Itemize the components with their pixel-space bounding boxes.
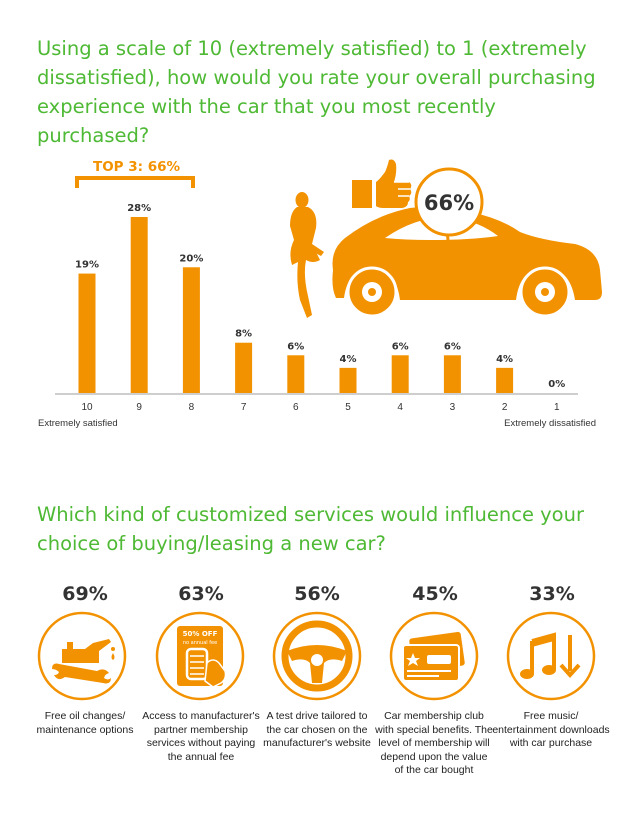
bar-4 [391, 355, 409, 393]
service-2-caption: Access to manufacturer's partner members… [142, 710, 260, 763]
x-tick-label: 9 [136, 402, 142, 413]
sports-car-icon [332, 206, 602, 318]
axis-left-label: Extremely satisfied [38, 418, 118, 429]
service-1-percent: 69% [62, 583, 108, 605]
thumbs-up-icon [352, 159, 412, 208]
bar-6 [287, 355, 305, 393]
bar-3 [443, 355, 461, 393]
service-5-percent: 33% [529, 583, 575, 605]
discount-badge-bottom: no annual fee [183, 640, 217, 646]
badge-value: 66% [424, 191, 474, 215]
music-download-icon [506, 611, 596, 701]
top3-label: TOP 3: 66% [93, 159, 181, 175]
axis-right-label: Extremely dissatisfied [504, 418, 596, 429]
x-tick-label: 2 [502, 402, 508, 413]
service-4-percent: 45% [412, 583, 458, 605]
oil-can-wrench-icon [37, 611, 127, 701]
bar-9 [130, 217, 148, 393]
discount-badge-top: 50% OFF [183, 630, 218, 638]
bar-value-label: 19% [75, 260, 99, 271]
bar-10 [78, 273, 96, 393]
service-4-caption: Car membership club with special benefit… [375, 710, 493, 776]
bar-value-label: 0% [548, 379, 565, 390]
bar-value-label: 20% [179, 253, 203, 264]
x-tick-label: 8 [189, 402, 195, 413]
satisfaction-chart: TOP 3: 66% 66% 19%1028%920%88%76%64%56%4… [38, 159, 602, 429]
service-2-percent: 63% [178, 583, 224, 605]
bar-2 [496, 367, 514, 393]
x-tick-label: 10 [81, 402, 93, 413]
bar-value-label: 6% [392, 341, 409, 352]
bar-5 [339, 367, 357, 393]
bar-value-label: 8% [235, 329, 252, 340]
x-tick-label: 3 [450, 402, 456, 413]
top3-bracket [75, 176, 195, 188]
satisfaction-badge: 66% [414, 167, 484, 237]
bar-8 [182, 267, 200, 393]
question-2-title: Which kind of customized services would … [37, 503, 584, 555]
service-1-caption: Free oil changes/ maintenance options [36, 710, 134, 736]
bar-value-label: 6% [287, 341, 304, 352]
x-tick-label: 5 [345, 402, 351, 413]
bar-value-label: 6% [444, 341, 461, 352]
membership-card-icon [389, 611, 479, 701]
service-5-caption: Free music/ entertainment downloads with… [492, 710, 610, 749]
discount-tire-hand-icon: 50% OFF no annual fee [155, 611, 245, 701]
service-3-caption: A test drive tailored to the car chosen … [263, 710, 371, 749]
steering-wheel-icon [272, 611, 362, 701]
bar-7 [235, 342, 253, 393]
x-tick-label: 4 [397, 402, 403, 413]
service-3-percent: 56% [294, 583, 340, 605]
x-tick-label: 7 [241, 402, 247, 413]
x-tick-label: 6 [293, 402, 299, 413]
woman-silhouette-icon [290, 192, 324, 318]
bar-value-label: 28% [127, 203, 151, 214]
x-tick-label: 1 [554, 402, 560, 413]
question-1-title: Using a scale of 10 (extremely satisfied… [37, 37, 596, 147]
bar-value-label: 4% [340, 354, 357, 365]
bar-value-label: 4% [496, 354, 513, 365]
